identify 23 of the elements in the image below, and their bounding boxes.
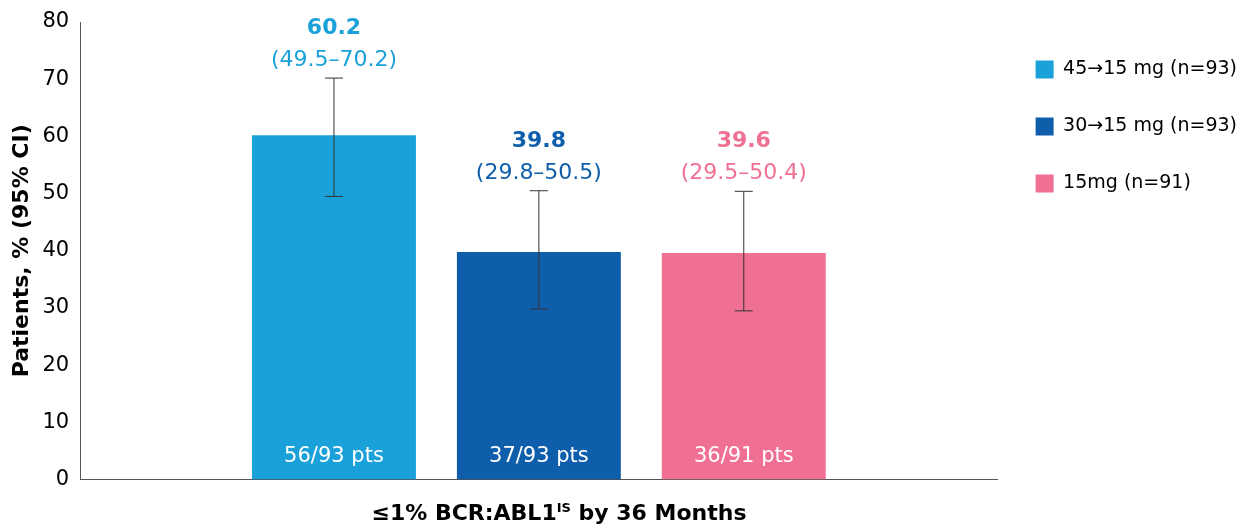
x-axis-title: ≤1% BCR:ABL1$^{IS}$ by 36 Months bbox=[370, 500, 748, 526]
y-axis-title: Patients, % (95% CI) bbox=[7, 124, 33, 378]
y-tick-label: 10 bbox=[42, 408, 70, 433]
data-label: 39.6 (29.5–50.4) bbox=[680, 127, 807, 185]
y-tick-label: 40 bbox=[42, 237, 70, 262]
y-tick-label: 20 bbox=[42, 351, 70, 376]
y-tick-label: 60 bbox=[42, 122, 70, 147]
y-tick-label: 0 bbox=[55, 466, 70, 491]
y-tick-label: 80 bbox=[42, 8, 70, 33]
y-tick-label: 50 bbox=[42, 180, 70, 205]
annotation: 36/91 pts bbox=[693, 442, 794, 467]
bar bbox=[252, 135, 416, 480]
legend-label: 45→15 mg (n=93) bbox=[1063, 56, 1238, 79]
bar bbox=[661, 253, 826, 480]
annotation: 37/93 pts bbox=[489, 442, 589, 467]
data-label: 60.2 (49.5–70.2) bbox=[270, 14, 398, 72]
legend-label: 15mg (n=91) bbox=[1063, 170, 1191, 193]
y-tick-label: 30 bbox=[42, 294, 70, 319]
legend-label: 30→15 mg (n=93) bbox=[1063, 113, 1238, 136]
annotation: 56/93 pts bbox=[284, 442, 384, 467]
y-tick-label: 70 bbox=[42, 65, 70, 90]
bar bbox=[456, 251, 621, 480]
data-label: 39.8 (29.8–50.5) bbox=[475, 126, 602, 184]
